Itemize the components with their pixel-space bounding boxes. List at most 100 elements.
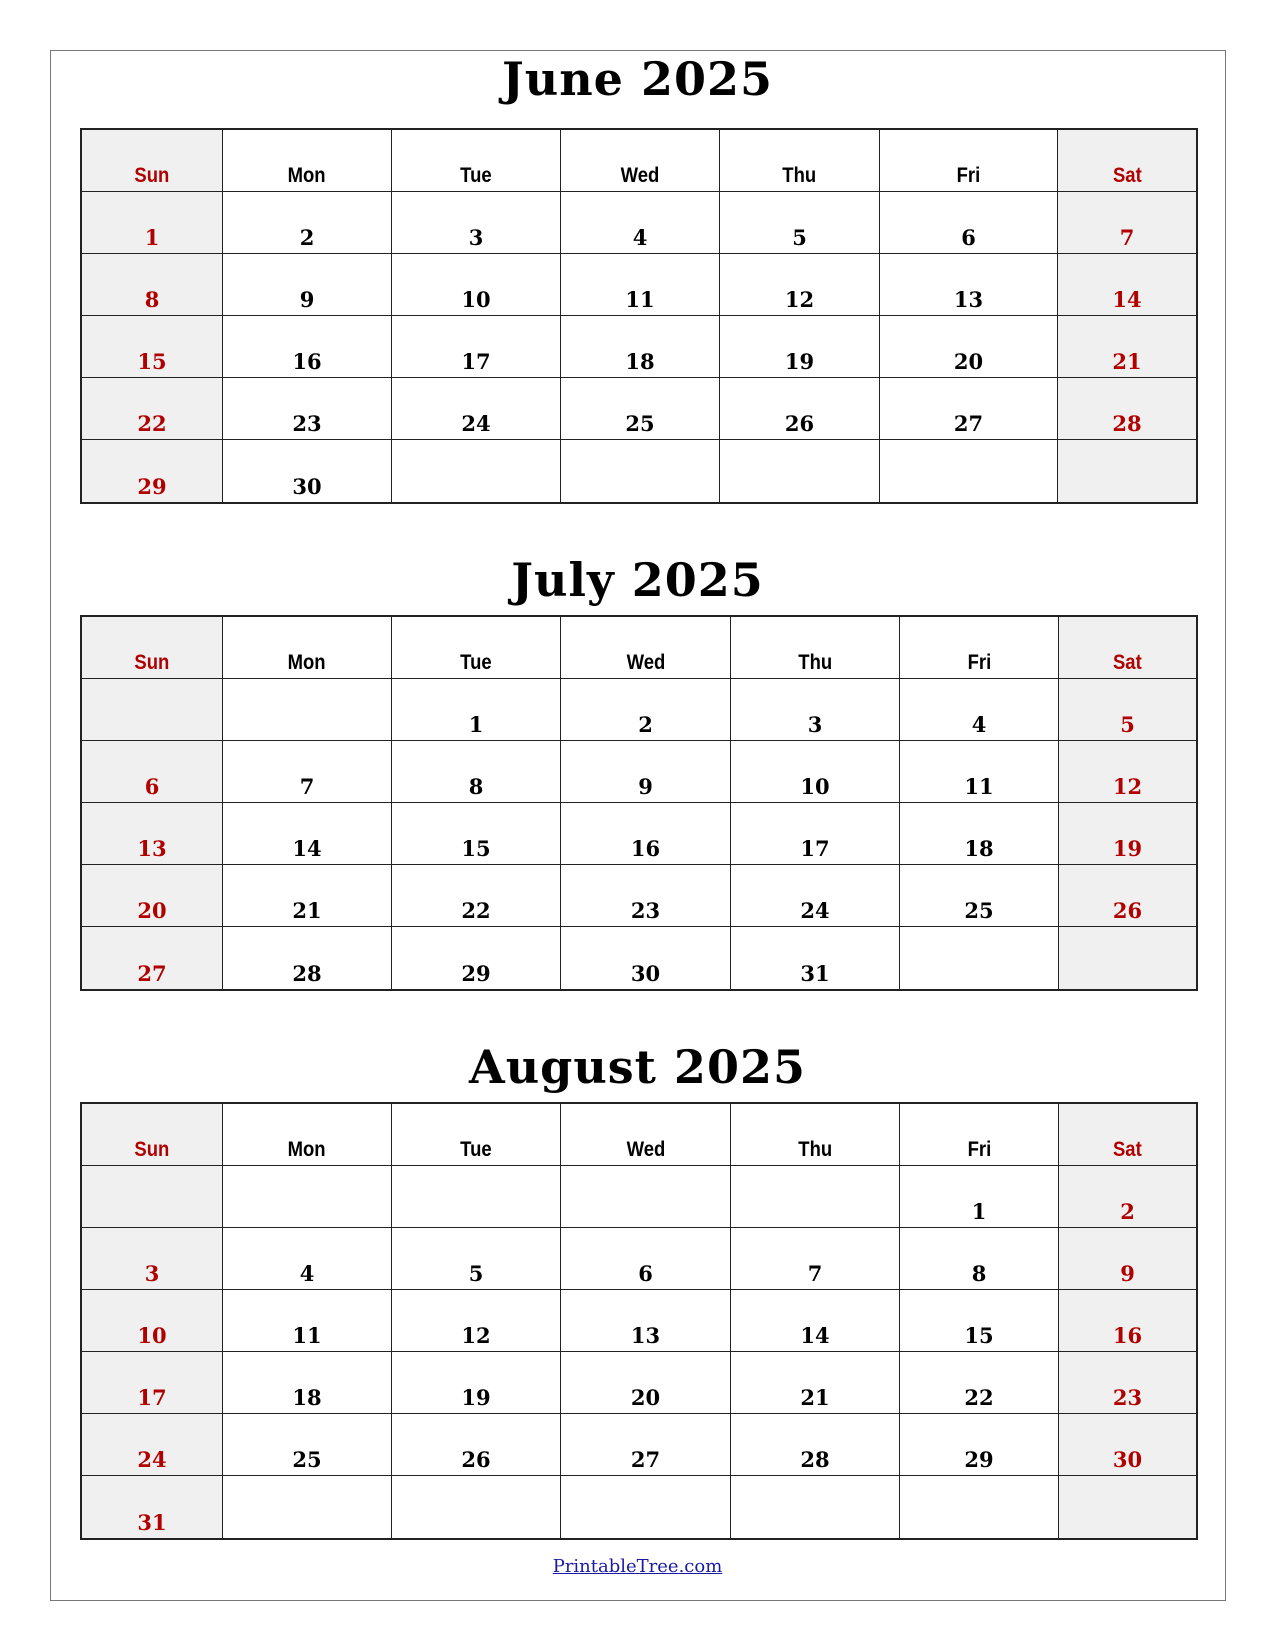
- calendar-august: Sun Mon Tue Wed Thu Fri Sat 1 2 3 4 5 6 7 8 9 10 11 12 13 14…: [80, 1102, 1198, 1540]
- day-cell: 23: [223, 378, 392, 440]
- day-cell: 29: [392, 927, 561, 989]
- day-cell: 20: [561, 1352, 731, 1414]
- weekday-label: Tue: [460, 651, 492, 674]
- day-cell: 1: [900, 1166, 1059, 1228]
- weekday-header-fri: Fri: [880, 130, 1058, 192]
- day-cell: 25: [223, 1414, 392, 1476]
- weekday-header-sat: Sat: [1059, 1104, 1196, 1166]
- weekday-label: Tue: [460, 164, 492, 187]
- day-cell: 7: [1058, 192, 1196, 254]
- day-cell: 21: [1058, 316, 1196, 378]
- day-cell: 10: [82, 1290, 223, 1352]
- day-cell: 2: [1059, 1166, 1196, 1228]
- day-cell: 30: [561, 927, 731, 989]
- weekday-header-mon: Mon: [223, 617, 392, 679]
- day-cell: 20: [82, 865, 223, 927]
- weekday-label: Mon: [288, 164, 326, 187]
- day-cell: 11: [561, 254, 720, 316]
- day-cell: 5: [392, 1228, 561, 1290]
- empty-day-cell: [1058, 440, 1196, 502]
- empty-day-cell: [82, 679, 223, 741]
- weekday-header-mon: Mon: [223, 130, 392, 192]
- month-title-june: June 2025: [502, 52, 773, 106]
- day-cell: 12: [720, 254, 880, 316]
- day-cell: 9: [1059, 1228, 1196, 1290]
- day-cell: 26: [720, 378, 880, 440]
- day-cell: 30: [1059, 1414, 1196, 1476]
- day-cell: 22: [900, 1352, 1059, 1414]
- day-cell: 18: [561, 316, 720, 378]
- day-cell: 27: [880, 378, 1058, 440]
- month-title-july: July 2025: [511, 553, 764, 607]
- day-cell: 18: [223, 1352, 392, 1414]
- empty-day-cell: [1059, 1476, 1196, 1538]
- day-cell: 13: [561, 1290, 731, 1352]
- day-cell: 4: [900, 679, 1059, 741]
- day-cell: 18: [900, 803, 1059, 865]
- day-cell: 1: [392, 679, 561, 741]
- day-cell: 5: [1059, 679, 1196, 741]
- weekday-label: Sun: [134, 1138, 170, 1161]
- day-cell: 3: [731, 679, 900, 741]
- weekday-header-tue: Tue: [392, 617, 561, 679]
- day-cell: 26: [1059, 865, 1196, 927]
- day-cell: 27: [82, 927, 223, 989]
- empty-day-cell: [392, 1166, 561, 1228]
- weekday-label: Thu: [798, 651, 832, 674]
- day-cell: 28: [1058, 378, 1196, 440]
- day-cell: 3: [82, 1228, 223, 1290]
- day-cell: 12: [1059, 741, 1196, 803]
- empty-day-cell: [392, 440, 561, 502]
- day-cell: 17: [82, 1352, 223, 1414]
- weekday-label: Fri: [956, 164, 981, 187]
- empty-day-cell: [392, 1476, 561, 1538]
- weekday-header-wed: Wed: [561, 130, 720, 192]
- day-cell: 25: [561, 378, 720, 440]
- day-cell: 25: [900, 865, 1059, 927]
- day-cell: 27: [561, 1414, 731, 1476]
- day-cell: 13: [82, 803, 223, 865]
- day-cell: 3: [392, 192, 561, 254]
- calendar-june: Sun Mon Tue Wed Thu Fri Sat 1 2 3 4 5 6 7 8 9 10 11 12 13 14…: [80, 128, 1198, 504]
- day-cell: 29: [900, 1414, 1059, 1476]
- weekday-header-wed: Wed: [561, 617, 731, 679]
- empty-day-cell: [561, 1166, 731, 1228]
- day-cell: 24: [731, 865, 900, 927]
- weekday-header-wed: Wed: [561, 1104, 731, 1166]
- day-cell: 2: [223, 192, 392, 254]
- day-cell: 31: [731, 927, 900, 989]
- weekday-header-tue: Tue: [392, 1104, 561, 1166]
- day-cell: 11: [223, 1290, 392, 1352]
- day-cell: 14: [223, 803, 392, 865]
- weekday-label: Thu: [782, 164, 817, 187]
- weekday-label: Sat: [1113, 651, 1142, 674]
- empty-day-cell: [900, 1476, 1059, 1538]
- day-cell: 15: [82, 316, 223, 378]
- day-cell: 19: [392, 1352, 561, 1414]
- weekday-header-tue: Tue: [392, 130, 561, 192]
- day-cell: 22: [82, 378, 223, 440]
- day-cell: 17: [392, 316, 561, 378]
- day-cell: 15: [392, 803, 561, 865]
- empty-day-cell: [731, 1476, 900, 1538]
- printabletree-link[interactable]: PrintableTree.com: [552, 1556, 723, 1577]
- empty-day-cell: [561, 1476, 731, 1538]
- empty-day-cell: [1059, 927, 1196, 989]
- weekday-label: Fri: [967, 1138, 991, 1161]
- weekday-label: Wed: [620, 164, 660, 187]
- day-cell: 16: [561, 803, 731, 865]
- day-cell: 20: [880, 316, 1058, 378]
- day-cell: 19: [1059, 803, 1196, 865]
- empty-day-cell: [223, 1166, 392, 1228]
- day-cell: 16: [1059, 1290, 1196, 1352]
- day-cell: 21: [223, 865, 392, 927]
- weekday-header-sun: Sun: [82, 1104, 223, 1166]
- day-cell: 19: [720, 316, 880, 378]
- weekday-header-thu: Thu: [731, 1104, 900, 1166]
- weekday-header-fri: Fri: [900, 1104, 1059, 1166]
- weekday-label: Sat: [1112, 164, 1142, 187]
- weekday-label: Mon: [288, 651, 326, 674]
- weekday-header-sun: Sun: [82, 130, 223, 192]
- weekday-label: Sun: [134, 651, 170, 674]
- weekday-label: Tue: [460, 1138, 492, 1161]
